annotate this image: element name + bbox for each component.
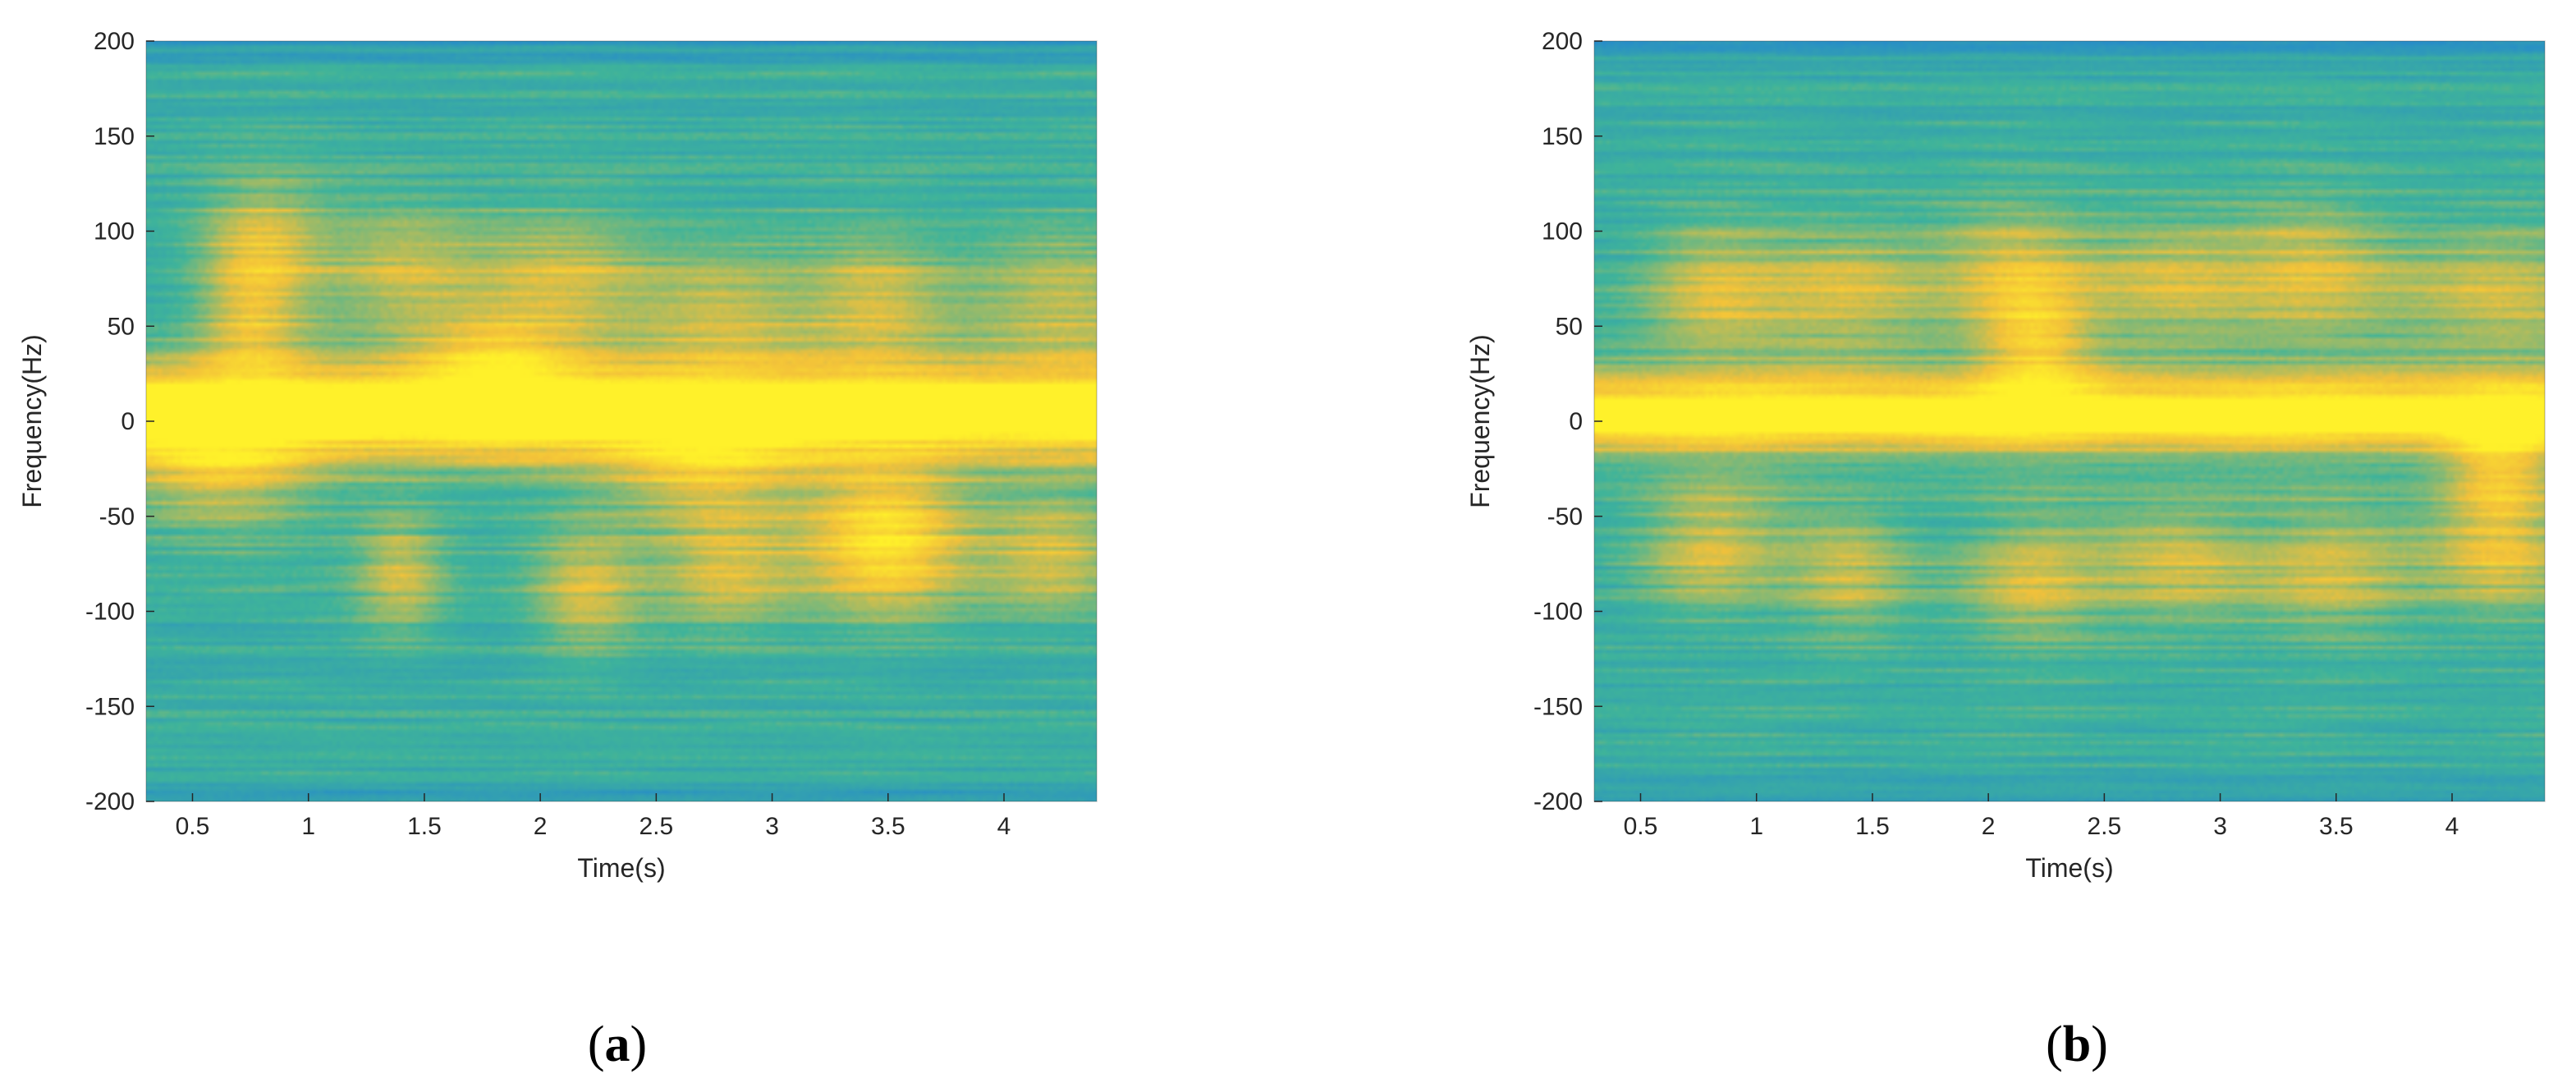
spectrogram-panels: 0.5 1 1.5 2 2.5 3 3.5 4-200-150-100-50050100150…: [17, 28, 2546, 883]
x-axis-label: Time(s): [577, 853, 665, 883]
x-tick-label: 4: [2445, 813, 2459, 840]
spectrogram-a: [146, 41, 1097, 801]
x-tick-label: 1.5: [1855, 813, 1890, 840]
caption-b: (b): [2046, 1017, 2108, 1072]
x-tick-label: 2: [534, 813, 548, 840]
x-tick-label: 3: [765, 813, 779, 840]
y-tick-label: 50: [1556, 313, 1583, 340]
y-tick-label: 200: [1542, 28, 1583, 55]
x-tick-label: 1.5: [407, 813, 442, 840]
y-tick-label: -50: [1547, 503, 1583, 530]
y-axis-label: Frequency(Hz): [1465, 334, 1495, 508]
x-tick-label: 2.5: [639, 813, 674, 840]
x-axis-label: Time(s): [2025, 853, 2113, 883]
x-tick-label: 1: [1749, 813, 1763, 840]
x-tick-label: 3.5: [2319, 813, 2354, 840]
spectrogram-b: [1594, 41, 2545, 801]
y-tick-label: -100: [1533, 599, 1583, 626]
x-tick-label: 2: [1982, 813, 1996, 840]
x-tick-label: 0.5: [176, 813, 210, 840]
y-tick-label: -150: [1533, 693, 1583, 720]
y-tick-label: 0: [1569, 408, 1583, 435]
y-tick-label: -100: [85, 599, 135, 626]
y-tick-label: 150: [94, 123, 135, 150]
x-tick-label: 4: [997, 813, 1011, 840]
x-tick-label: 1: [301, 813, 315, 840]
y-tick-label: 150: [1542, 123, 1583, 150]
y-tick-label: 200: [94, 28, 135, 55]
x-tick-label: 3.5: [871, 813, 905, 840]
y-tick-label: -50: [99, 503, 135, 530]
y-tick-label: 100: [1542, 218, 1583, 246]
x-tick-label: 2.5: [2088, 813, 2122, 840]
y-tick-label: -200: [85, 788, 135, 815]
y-tick-label: 0: [121, 408, 135, 435]
caption-a: (a): [588, 1017, 647, 1072]
y-tick-label: 100: [94, 218, 135, 246]
y-tick-label: -150: [85, 693, 135, 720]
y-tick-label: 50: [108, 313, 135, 340]
y-tick-label: -200: [1533, 788, 1583, 815]
x-tick-label: 3: [2213, 813, 2227, 840]
y-axis-label: Frequency(Hz): [17, 334, 47, 508]
x-tick-label: 0.5: [1624, 813, 1658, 840]
